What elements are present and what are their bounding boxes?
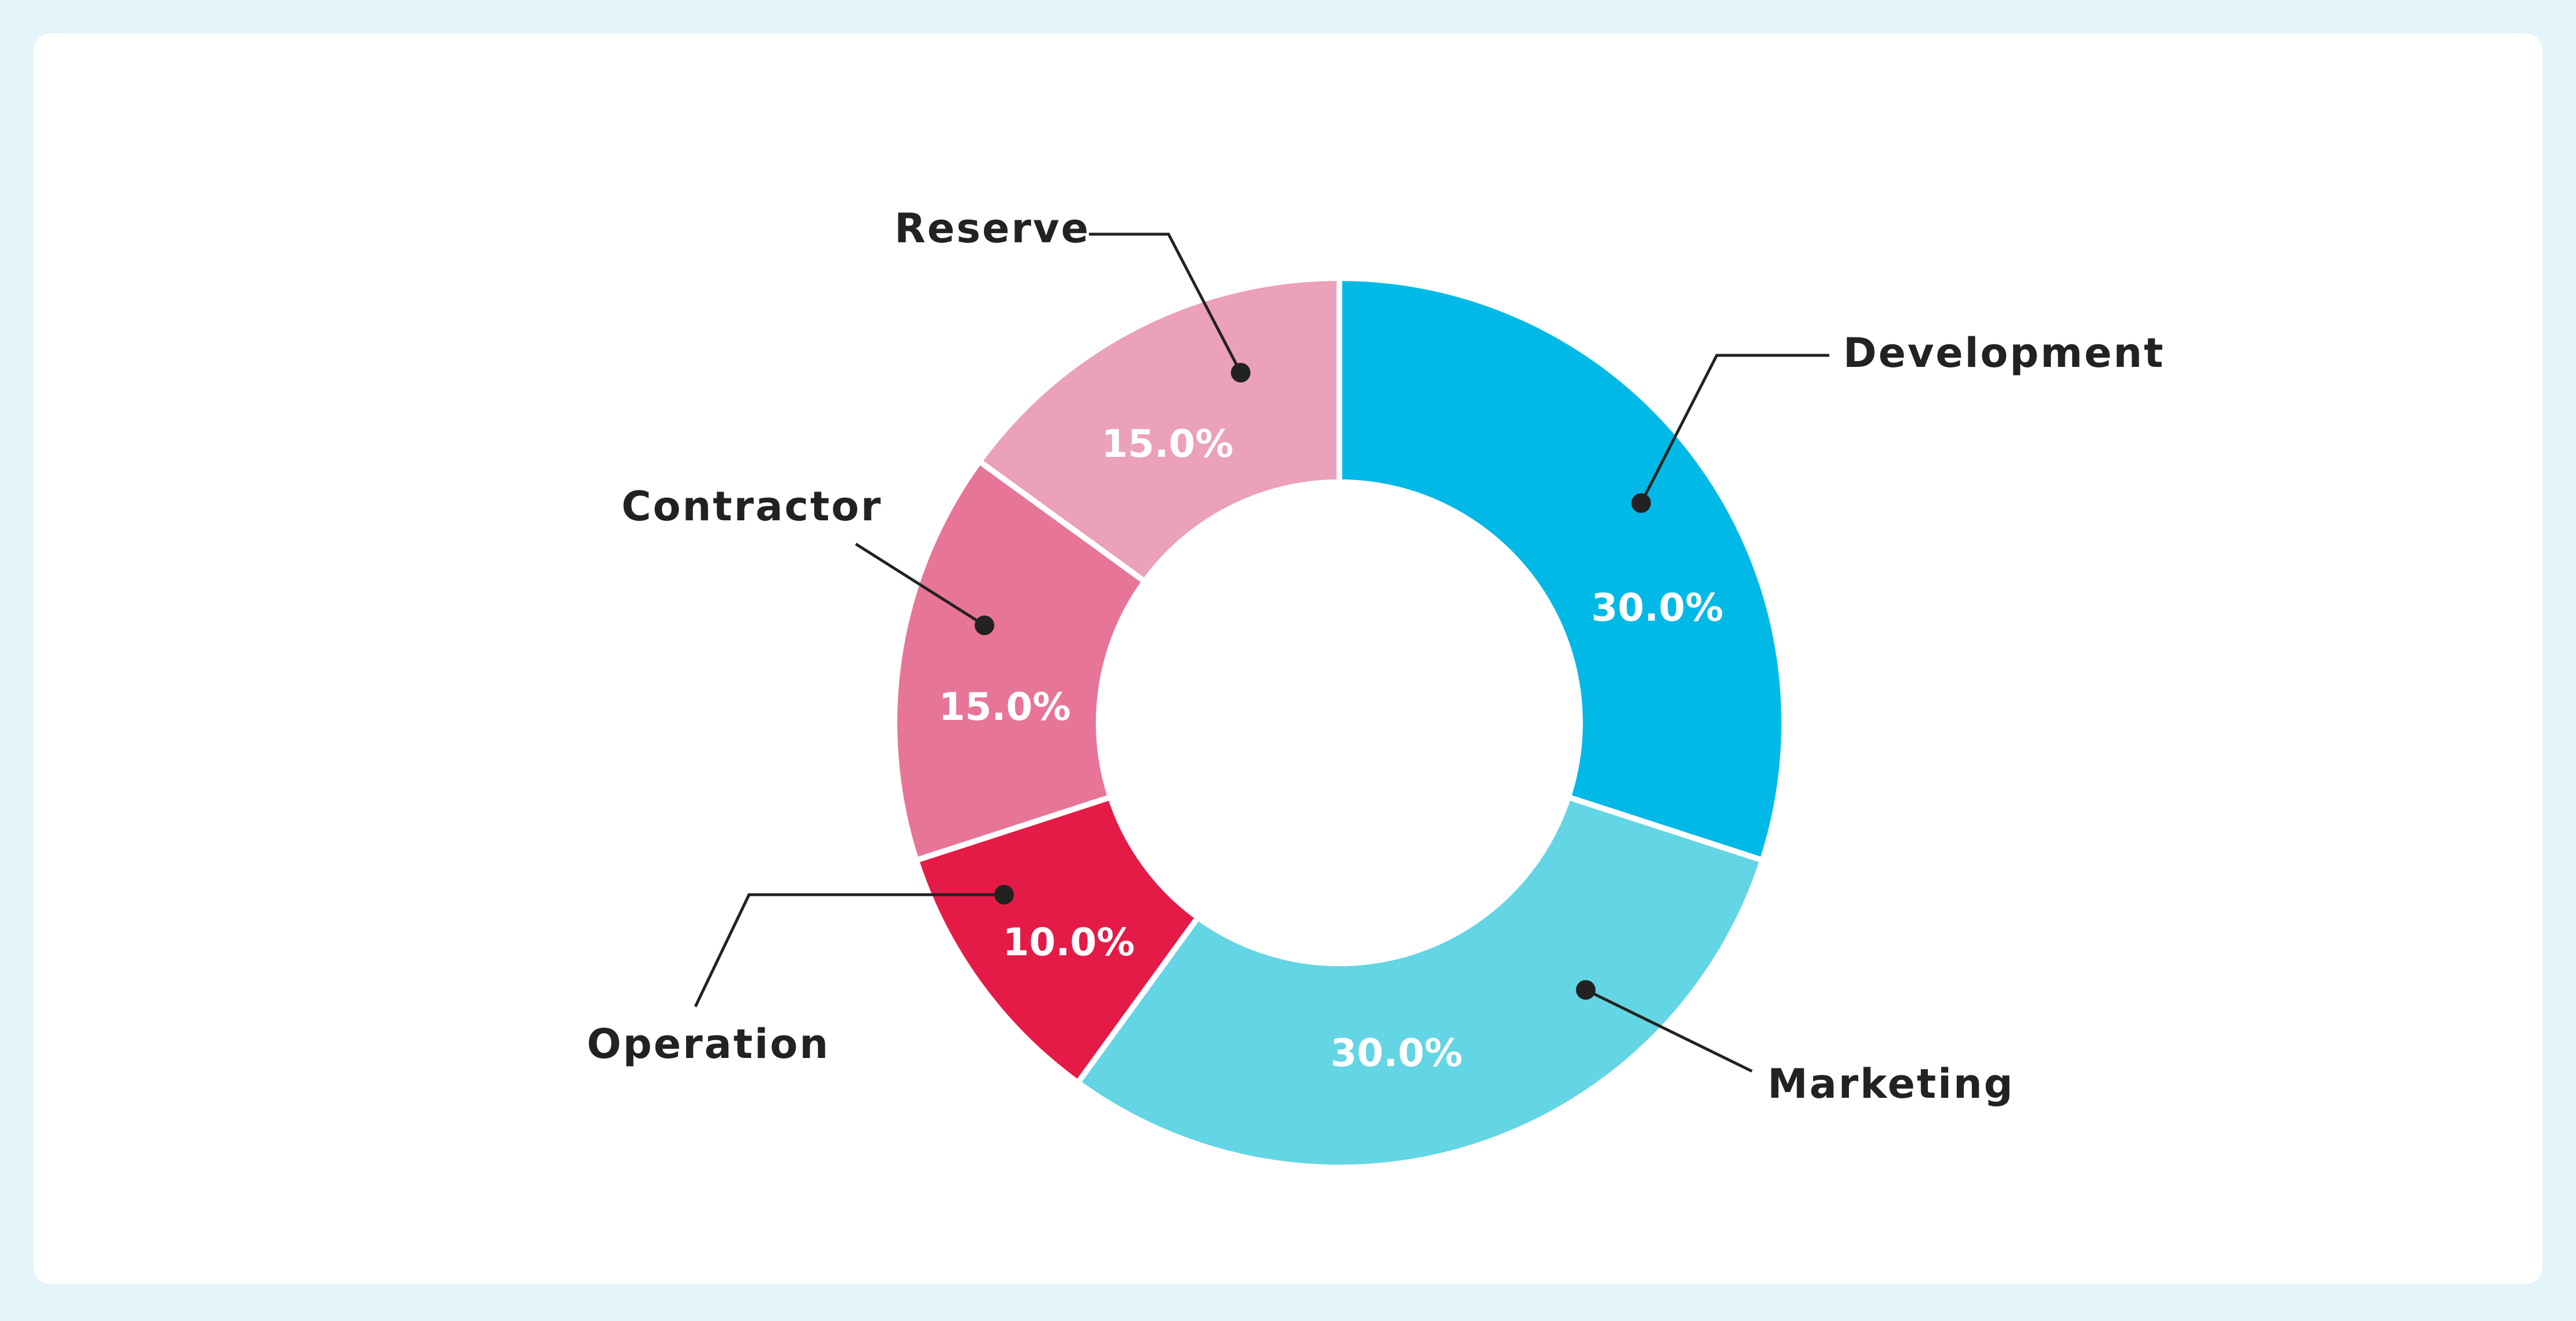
slice-reserve xyxy=(975,275,1342,586)
callout-dot-operation xyxy=(994,885,1014,905)
category-label-reserve: Reserve xyxy=(894,205,1090,252)
callout-line-marketing xyxy=(1585,988,1753,1073)
percent-labels-group: 30.0% 30.0% 10.0% 15.0% 15.0% xyxy=(939,422,1724,1075)
callout-dot-contractor xyxy=(975,616,994,635)
slice-percent-label-operation: 10.0% xyxy=(1003,920,1135,965)
slice-operation xyxy=(912,793,1202,1087)
slice-marketing xyxy=(1073,793,1766,1170)
slice-percent-label-development: 30.0% xyxy=(1592,586,1724,630)
callouts-group: Development Marketing Operation Contractor R… xyxy=(587,205,2165,1108)
callout-line-reserve xyxy=(1089,232,1242,374)
callout-dot-reserve xyxy=(1231,363,1250,382)
category-label-marketing: Marketing xyxy=(1768,1060,2015,1108)
callout-line-development xyxy=(1639,354,1829,504)
slice-percent-label-marketing: 30.0% xyxy=(1331,1031,1463,1075)
slices-group xyxy=(892,275,1787,1170)
slice-development xyxy=(1336,275,1787,864)
callout-line-contractor xyxy=(855,542,986,627)
category-label-contractor: Contractor xyxy=(621,483,882,530)
callout-dot-development xyxy=(1631,493,1651,513)
slice-percent-label-reserve: 15.0% xyxy=(1102,422,1234,466)
category-label-development: Development xyxy=(1843,329,2165,377)
category-label-operation: Operation xyxy=(587,1020,830,1068)
callout-dot-marketing xyxy=(1576,980,1596,1000)
slice-percent-label-contractor: 15.0% xyxy=(939,685,1071,729)
callout-line-operation xyxy=(694,893,1004,1008)
slice-contractor xyxy=(892,457,1149,864)
